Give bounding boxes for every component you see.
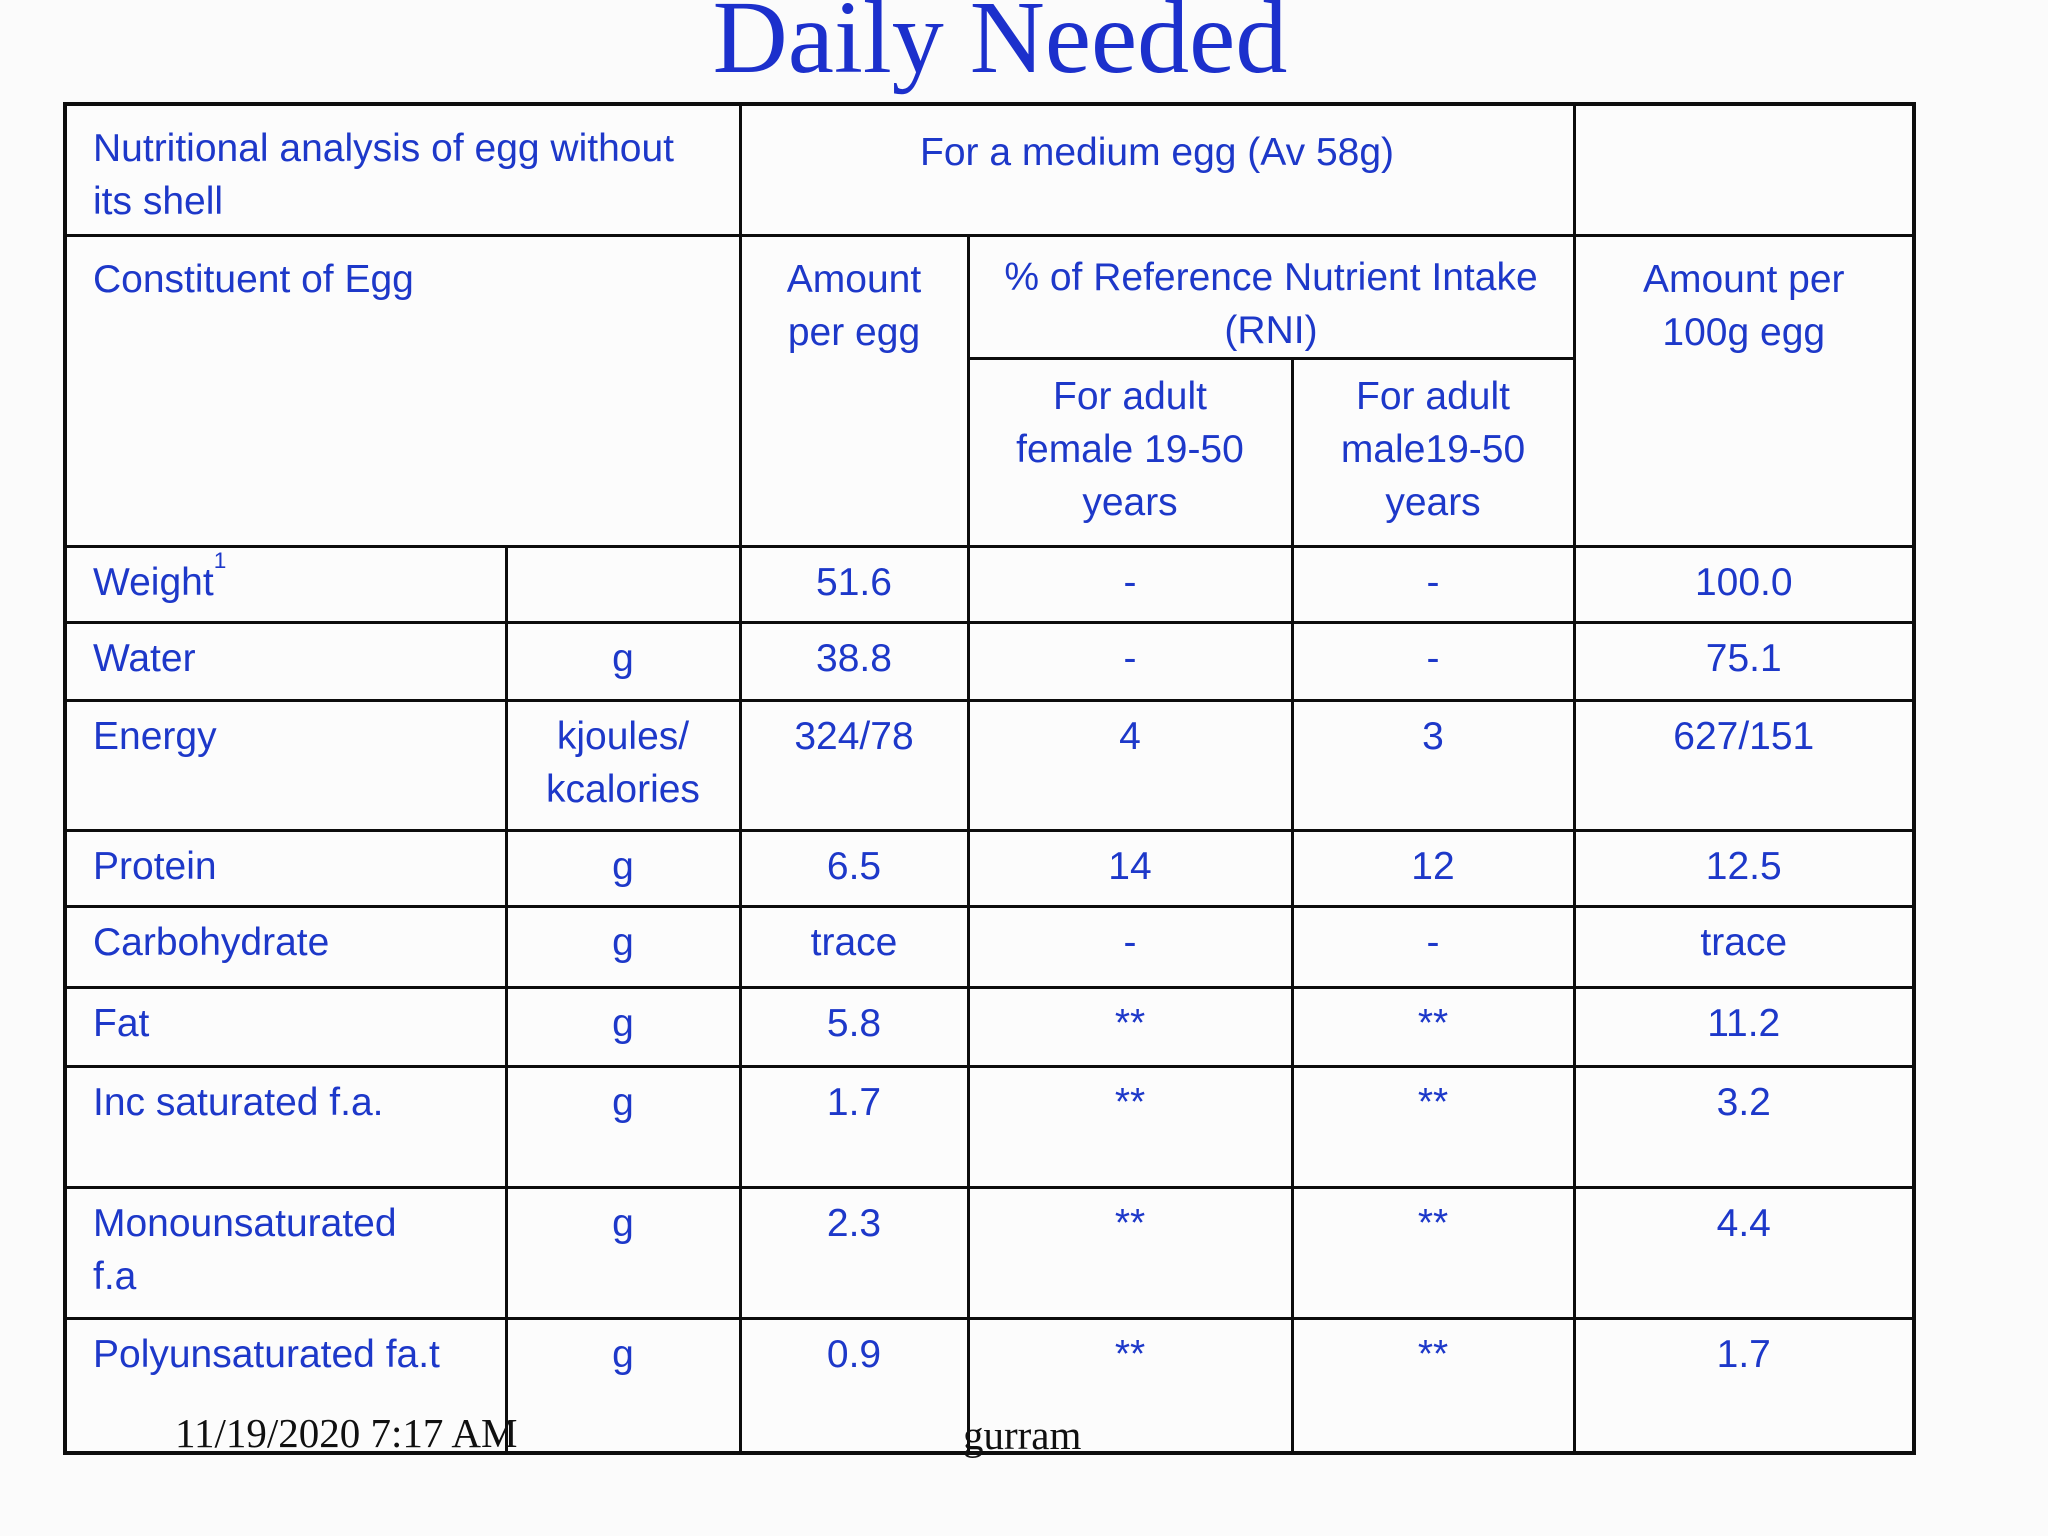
cell-constituent: Polyunsaturated fa.t xyxy=(63,1316,508,1455)
cell-amount-per-100g: 627/151 xyxy=(1572,698,1916,832)
table-row: Fat g 5.8 ** ** 11.2 xyxy=(63,985,1916,1068)
cell-rni-male: - xyxy=(1290,620,1576,702)
cell-amount-per-egg: 5.8 xyxy=(738,985,970,1068)
cell-rni-female: - xyxy=(966,544,1294,624)
cell-unit: g xyxy=(504,985,742,1068)
table-row: Inc saturated f.a. g 1.7 ** ** 3.2 xyxy=(63,1064,1916,1189)
cell-rni-female: ** xyxy=(966,985,1294,1068)
table-row: Carbohydrate g trace - - trace xyxy=(63,904,1916,989)
footnote-marker: 1 xyxy=(213,548,227,574)
cell-constituent: Weight1 xyxy=(63,544,508,624)
table-row: Weight1 51.6 - - 100.0 xyxy=(63,544,1916,624)
table-header-row: Constituent of Egg Amount per egg % of R… xyxy=(63,233,1916,548)
table-row: Water g 38.8 - - 75.1 xyxy=(63,620,1916,702)
cell-rni-female: 14 xyxy=(966,828,1294,908)
cell-amount-per-egg: trace xyxy=(738,904,970,989)
cell-amount-per-100g: 11.2 xyxy=(1572,985,1916,1068)
constituent-label: Weight xyxy=(93,560,214,604)
cell-rni-male: ** xyxy=(1290,1064,1576,1189)
nutrition-table: Nutritional analysis of egg without its … xyxy=(63,102,1916,1456)
header-rni-male: For adult male19-50 years xyxy=(1290,356,1576,548)
table-row: Monounsaturated f.a g 2.3 ** ** 4.4 xyxy=(63,1185,1916,1320)
table-row: Energy kjoules/ kcalories 324/78 4 3 627… xyxy=(63,698,1916,832)
caption-empty-cell xyxy=(1572,102,1916,237)
caption-medium-egg: For a medium egg (Av 58g) xyxy=(738,102,1576,237)
caption-analysis: Nutritional analysis of egg without its … xyxy=(63,102,742,237)
cell-unit: g xyxy=(504,1185,742,1320)
cell-rni-male: ** xyxy=(1290,1316,1576,1455)
cell-rni-male: - xyxy=(1290,904,1576,989)
cell-constituent: Water xyxy=(63,620,508,702)
cell-rni-male: - xyxy=(1290,544,1576,624)
cell-amount-per-egg: 2.3 xyxy=(738,1185,970,1320)
cell-unit: g xyxy=(504,620,742,702)
cell-rni-female: 4 xyxy=(966,698,1294,832)
cell-constituent: Carbohydrate xyxy=(63,904,508,989)
cell-rni-female: ** xyxy=(966,1316,1294,1455)
cell-rni-male: 3 xyxy=(1290,698,1576,832)
cell-unit: g xyxy=(504,1316,742,1455)
cell-amount-per-egg: 6.5 xyxy=(738,828,970,908)
cell-amount-per-100g: 12.5 xyxy=(1572,828,1916,908)
cell-unit: g xyxy=(504,1064,742,1189)
footer-timestamp: 11/19/2020 7:17 AM xyxy=(175,1410,518,1456)
footer-author: gurram xyxy=(963,1412,1082,1458)
header-rni: % of Reference Nutrient Intake (RNI) xyxy=(966,233,1576,360)
cell-amount-per-100g: 75.1 xyxy=(1572,620,1916,702)
cell-constituent: Fat xyxy=(63,985,508,1068)
header-amount-per-100g: Amount per 100g egg xyxy=(1572,233,1916,548)
cell-rni-female: - xyxy=(966,620,1294,702)
cell-unit: g xyxy=(504,828,742,908)
cell-amount-per-100g: 3.2 xyxy=(1572,1064,1916,1189)
cell-amount-per-100g: trace xyxy=(1572,904,1916,989)
cell-amount-per-egg: 0.9 xyxy=(738,1316,970,1455)
cell-rni-female: - xyxy=(966,904,1294,989)
cell-amount-per-egg: 51.6 xyxy=(738,544,970,624)
table-subheader-row: For adult female 19-50 years For adult m… xyxy=(65,356,1914,548)
cell-unit xyxy=(504,544,742,624)
cell-unit: kjoules/ kcalories xyxy=(504,698,742,832)
table-row: Polyunsaturated fa.t g 0.9 ** ** 1.7 xyxy=(63,1316,1916,1455)
header-amount-per-egg: Amount per egg xyxy=(738,233,970,548)
cell-amount-per-100g: 100.0 xyxy=(1572,544,1916,624)
cell-rni-female: ** xyxy=(966,1064,1294,1189)
cell-rni-female: ** xyxy=(966,1185,1294,1320)
page-title: Daily Needed xyxy=(712,0,1288,95)
cell-constituent: Inc saturated f.a. xyxy=(63,1064,508,1189)
cell-unit: g xyxy=(504,904,742,989)
table-caption-row: Nutritional analysis of egg without its … xyxy=(63,102,1916,237)
header-constituent: Constituent of Egg xyxy=(63,233,742,548)
cell-constituent: Monounsaturated f.a xyxy=(63,1185,508,1320)
cell-amount-per-egg: 324/78 xyxy=(738,698,970,832)
cell-rni-male: ** xyxy=(1290,1185,1576,1320)
cell-amount-per-100g: 1.7 xyxy=(1572,1316,1916,1455)
cell-constituent: Energy xyxy=(63,698,508,832)
header-rni-female: For adult female 19-50 years xyxy=(966,356,1294,548)
cell-amount-per-egg: 1.7 xyxy=(738,1064,970,1189)
cell-constituent: Protein xyxy=(63,828,508,908)
cell-rni-male: 12 xyxy=(1290,828,1576,908)
cell-rni-male: ** xyxy=(1290,985,1576,1068)
cell-amount-per-100g: 4.4 xyxy=(1572,1185,1916,1320)
table-row: Protein g 6.5 14 12 12.5 xyxy=(63,828,1916,908)
cell-amount-per-egg: 38.8 xyxy=(738,620,970,702)
